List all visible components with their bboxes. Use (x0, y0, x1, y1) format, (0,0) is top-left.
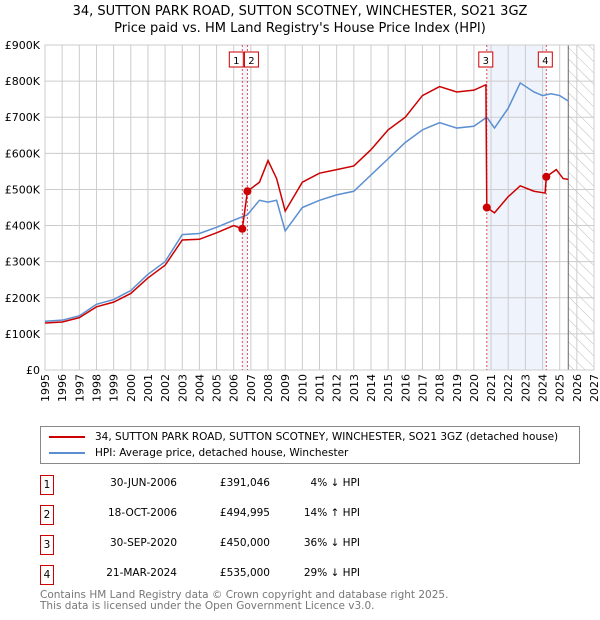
sale-price: £450,000 (219, 537, 270, 549)
sale-flag (537, 51, 553, 68)
sale-row: 2 18-OCT-2006 £494,995 14% ↑ HPI (40, 505, 440, 525)
x-tick-label: 2021 (485, 374, 498, 402)
y-tick-label: £600K (5, 147, 41, 160)
x-tick-label: 2005 (211, 374, 224, 402)
x-tick-label: 2012 (331, 374, 344, 402)
x-tick-label: 2011 (314, 374, 327, 402)
sale-point (238, 224, 247, 233)
x-tick-label: 2024 (537, 374, 550, 402)
sale-hpi-diff: 14% ↑ HPI (303, 507, 360, 519)
x-tick-label: 2026 (571, 374, 584, 402)
sale-flag-label: 2 (248, 56, 254, 67)
x-tick-label: 2010 (296, 374, 309, 402)
property-line (44, 83, 569, 324)
y-tick-label: £400K (5, 220, 41, 233)
sale-price: £391,046 (219, 477, 270, 489)
x-tick-label: 2001 (142, 374, 155, 402)
x-tick-label: 2004 (193, 374, 206, 402)
sale-marker-label: 3 (40, 535, 54, 555)
y-tick-label: £100K (5, 328, 41, 341)
y-tick-label: £700K (5, 111, 41, 124)
x-tick-label: 2025 (554, 374, 567, 402)
sale-hpi-diff: 29% ↓ HPI (303, 567, 360, 579)
chart-subtitle: Price paid vs. HM Land Registry's House … (114, 21, 486, 36)
x-tick-label: 2015 (382, 374, 395, 402)
x-tick-label: 2016 (399, 374, 412, 402)
legend-swatch-property (49, 436, 85, 438)
footer-line-2: This data is licensed under the Open Gov… (40, 600, 375, 612)
x-tick-label: 2023 (519, 374, 532, 402)
plot-frame (44, 44, 595, 371)
y-tick-label: £800K (5, 75, 41, 88)
footer-line-1: Contains HM Land Registry data © Crown c… (40, 589, 449, 601)
footer: Contains HM Land Registry data © Crown c… (40, 590, 448, 612)
x-tick-label: 2027 (588, 374, 600, 402)
sale-hpi-diff: 36% ↓ HPI (303, 537, 360, 549)
y-tick-label: £300K (5, 256, 41, 269)
x-tick-label: 2013 (348, 374, 361, 402)
x-tick-label: 2002 (159, 374, 172, 402)
x-tick-label: 2000 (125, 374, 138, 402)
plot-area: 1995 1996 1997 1998 1999 2000 2001 2002 2003 2004… (5, 39, 600, 402)
x-tick-label: 2008 (262, 374, 275, 402)
sale-flag-label: 3 (483, 56, 489, 67)
chart-title: 34, SUTTON PARK ROAD, SUTTON SCOTNEY, WI… (72, 4, 528, 19)
sale-hpi-diff: 4% ↓ HPI (310, 477, 360, 489)
sale-flag (478, 51, 494, 68)
legend-label-property: 34, SUTTON PARK ROAD, SUTTON SCOTNEY, WI… (95, 431, 559, 443)
legend-label-hpi: HPI: Average price, detached house, Winc… (95, 447, 349, 459)
x-tick-label: 1997 (73, 374, 86, 402)
y-tick-label: £500K (5, 183, 41, 196)
sale-flag-label: 4 (542, 56, 548, 67)
hpi-line (44, 81, 569, 322)
x-tick-label: 2007 (245, 374, 258, 402)
sale-row: 3 30-SEP-2020 £450,000 36% ↓ HPI (40, 535, 440, 555)
x-tick-label: 1999 (108, 374, 121, 402)
sale-point (243, 187, 252, 196)
x-tick-label: 2018 (434, 374, 447, 402)
x-tick-label: 2009 (279, 374, 292, 402)
legend-swatch-hpi (49, 452, 85, 454)
y-tick-label: £900K (5, 39, 41, 52)
x-tick-label: 2014 (365, 374, 378, 402)
legend: 34, SUTTON PARK ROAD, SUTTON SCOTNEY, WI… (40, 426, 580, 464)
x-tick-label: 2020 (468, 374, 481, 402)
sale-point (542, 172, 551, 181)
x-tick-label: 2006 (228, 374, 241, 402)
sale-price: £494,995 (219, 507, 270, 519)
sale-date: 21-MAR-2024 (106, 567, 177, 579)
sale-date: 30-JUN-2006 (110, 477, 177, 489)
sale-point (482, 203, 491, 212)
sale-marker-label: 1 (40, 475, 54, 495)
x-tick-label: 2003 (176, 374, 189, 402)
sale-date: 18-OCT-2006 (108, 507, 177, 519)
sale-flag (228, 51, 244, 68)
sale-flag-label: 1 (233, 56, 239, 67)
sale-row: 4 21-MAR-2024 £535,000 29% ↓ HPI (40, 565, 440, 585)
sale-row: 1 30-JUN-2006 £391,046 4% ↓ HPI (40, 475, 440, 495)
sale-marker-label: 4 (40, 565, 54, 585)
sale-date: 30-SEP-2020 (109, 537, 177, 549)
x-tick-label: 2019 (451, 374, 464, 402)
y-tick-label: £200K (5, 292, 41, 305)
x-tick-label: 2022 (502, 374, 515, 402)
y-tick-label: £0 (26, 364, 40, 377)
x-tick-label: 1998 (90, 374, 103, 402)
x-tick-label: 2017 (416, 374, 429, 402)
x-tick-label: 1996 (56, 374, 69, 402)
x-tick-label: 1995 (39, 374, 52, 402)
sale-marker-label: 2 (40, 505, 54, 525)
sale-price: £535,000 (219, 567, 270, 579)
sale-flag (243, 51, 259, 68)
shade-sales-3-4 (486, 45, 547, 370)
forecast-hatch (568, 45, 594, 370)
